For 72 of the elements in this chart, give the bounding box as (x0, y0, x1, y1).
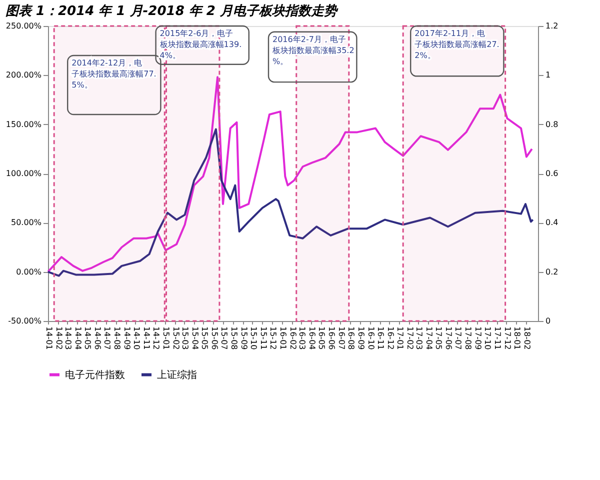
y2-tick-label: 0.8 (546, 120, 558, 129)
x-tick-label: 17-01 (396, 326, 405, 350)
x-tick-label: 15-08 (229, 326, 238, 350)
x-tick-label: 14-01 (44, 326, 54, 350)
x-tick-label: 15-09 (239, 326, 248, 350)
chart-title: 图表 1：2014 年 1 月-2018 年 2 月电子板块指数走势 (5, 3, 339, 19)
x-tick-label: 14-09 (122, 326, 132, 350)
annotation: 2016年2-7月，电子板块指数最高涨幅35.2%。 (272, 34, 354, 66)
legend-label: 电子元件指数 (65, 368, 125, 381)
y2-tick-label: 0.6 (546, 169, 558, 178)
x-tick-label: 17-06 (444, 326, 454, 350)
x-tick-label: 18-02 (522, 326, 532, 350)
x-tick-label: 17-12 (502, 326, 512, 350)
x-tick-label: 16-06 (327, 326, 336, 350)
x-tick-label: 14-12 (152, 326, 161, 350)
y2-tick-label: 0.2 (546, 267, 558, 276)
x-tick-label: 15-02 (171, 326, 180, 350)
x-tick-label: 15-04 (190, 326, 200, 350)
annotation: 2014年2-12月，电子板块指数最高涨幅77.5%。 (72, 58, 156, 90)
y-tick-label: 100.00% (6, 169, 42, 178)
y-tick-label: 50.00% (10, 218, 42, 228)
x-tick-label: 16-11 (376, 326, 386, 350)
x-tick-label: 15-03 (180, 326, 190, 350)
x-tick-label: 16-01 (278, 326, 288, 350)
x-tick-label: 15-01 (161, 326, 170, 350)
x-tick-label: 14-02 (54, 326, 64, 350)
x-tick-label: 15-07 (219, 326, 228, 350)
x-tick-label: 15-05 (200, 326, 209, 350)
x-tick-label: 18-01 (512, 326, 522, 350)
x-tick-label: 14-03 (63, 326, 72, 350)
y2-tick-label: 0.4 (546, 218, 558, 228)
y-tick-label: 150.00% (6, 120, 42, 129)
y-tick-label: -50.00% (8, 316, 42, 326)
x-tick-label: 16-10 (366, 326, 376, 350)
x-tick-label: 16-09 (356, 326, 366, 350)
x-tick-label: 16-02 (288, 326, 298, 350)
x-tick-label: 17-07 (454, 326, 463, 350)
y-tick-label: 0.00% (16, 267, 42, 276)
x-tick-label: 14-06 (92, 326, 102, 350)
x-tick-label: 15-10 (248, 326, 258, 350)
x-tick-label: 14-05 (82, 326, 92, 350)
x-tick-label: 16-07 (336, 326, 346, 350)
x-tick-label: 14-10 (132, 326, 141, 350)
x-tick-label: 16-05 (317, 326, 326, 350)
x-tick-label: 17-09 (474, 326, 483, 350)
y-tick-label: 250.00% (6, 22, 42, 30)
y-tick-label: 200.00% (6, 70, 42, 80)
x-tick-label: 15-12 (268, 326, 278, 350)
x-tick-label: 14-04 (73, 326, 82, 350)
y2-tick-label: 0 (546, 316, 551, 326)
x-tick-label: 17-02 (406, 326, 415, 350)
x-tick-label: 17-04 (424, 326, 434, 350)
line-series (47, 128, 534, 277)
x-tick-label: 15-06 (210, 326, 219, 350)
x-tick-label: 16-04 (308, 326, 317, 350)
annotation: 2017年2-11月，电子板块指数最高涨幅27.2%。 (414, 29, 500, 60)
x-tick-label: 14-11 (142, 326, 151, 350)
x-tick-label: 16-08 (346, 326, 356, 350)
legend-label: 上证综指 (157, 368, 197, 381)
x-tick-label: 14-08 (112, 326, 122, 350)
x-tick-label: 17-03 (414, 326, 424, 350)
x-tick-label: 17-10 (483, 326, 492, 350)
x-tick-label: 15-11 (258, 326, 268, 350)
x-tick-label: 16-03 (298, 326, 307, 350)
x-tick-label: 16-12 (386, 326, 395, 350)
y2-tick-label: 1 (546, 70, 551, 80)
y2-tick-label: 1.2 (546, 22, 558, 30)
x-tick-label: 17-05 (434, 326, 444, 350)
x-tick-label: 17-08 (464, 326, 473, 350)
x-tick-label: 14-07 (102, 326, 112, 350)
line-series (47, 76, 533, 273)
x-tick-label: 17-11 (493, 326, 502, 350)
